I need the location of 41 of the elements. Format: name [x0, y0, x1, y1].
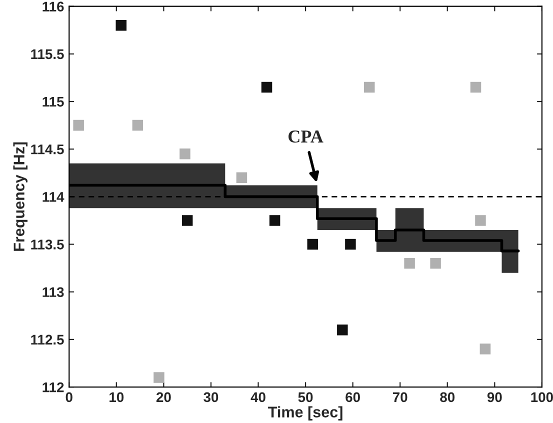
x-tick-label: 90	[487, 392, 502, 402]
point	[470, 82, 482, 93]
point	[73, 120, 84, 131]
x-tick-label: 60	[346, 392, 360, 402]
y-tick-label: 112.5	[31, 334, 64, 345]
y-tick-label: 113	[42, 287, 64, 298]
point	[261, 82, 272, 93]
point	[180, 148, 190, 160]
point	[132, 120, 144, 131]
point	[475, 215, 486, 226]
y-tick-label: 116	[42, 2, 64, 12]
point	[337, 324, 348, 336]
y-tick-label: 115	[42, 96, 64, 107]
point	[307, 238, 318, 250]
y-tick-label: 114.5	[31, 144, 64, 154]
x-tick-label: 30	[204, 392, 218, 402]
y-tick-label: 113.5	[31, 240, 64, 250]
point	[182, 215, 193, 226]
point	[345, 238, 356, 250]
x-tick-label: 0	[66, 392, 72, 402]
annotation: CPA	[288, 130, 324, 143]
point	[269, 215, 280, 226]
y-axis-title: Frequency [Hz]	[13, 142, 28, 251]
x-axis-title: Time [sec]	[268, 406, 342, 420]
y-tick-label: 115.5	[31, 49, 64, 60]
x-tick-label: 10	[110, 392, 124, 402]
point	[404, 258, 415, 269]
x-tick-label: 20	[156, 392, 171, 402]
point	[116, 20, 127, 31]
point	[236, 172, 248, 184]
x-tick-label: 50	[298, 392, 313, 402]
point	[154, 372, 164, 383]
x-tick-label: 100	[531, 392, 553, 402]
point	[480, 344, 491, 354]
y-tick-label: 114	[42, 192, 64, 202]
x-tick-label: 40	[250, 392, 266, 402]
x-tick-label: 80	[440, 392, 455, 402]
point	[364, 82, 375, 93]
x-tick-label: 70	[392, 392, 408, 402]
y-tick-label: 112	[42, 382, 64, 392]
point	[430, 258, 441, 269]
